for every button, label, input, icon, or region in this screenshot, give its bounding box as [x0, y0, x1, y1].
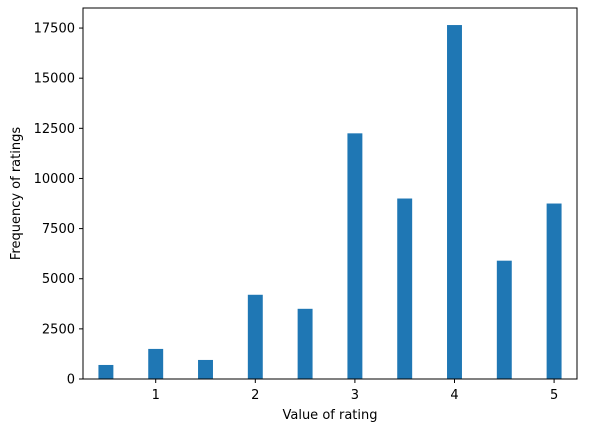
y-tick-label: 17500: [34, 22, 75, 37]
y-tick-label: 5000: [42, 272, 75, 287]
y-tick-label: 2500: [42, 322, 75, 337]
bar-4: [447, 25, 462, 379]
y-axis-label: Frequency of ratings: [9, 127, 24, 260]
y-tick-label: 15000: [34, 72, 75, 87]
x-tick-label: 2: [251, 388, 259, 403]
bars-group: [98, 25, 562, 379]
bar-3: [347, 133, 363, 379]
x-tick-label: 1: [152, 388, 160, 403]
y-axis-ticks: 0 2500 5000 7500 10000 12500 15000 17500: [34, 22, 83, 388]
x-axis-label: Value of rating: [282, 408, 377, 423]
bar-2: [247, 294, 263, 379]
y-tick-label: 12500: [34, 122, 75, 137]
bar-5: [546, 203, 562, 379]
bar-4.5: [496, 260, 512, 379]
y-tick-label: 0: [67, 373, 75, 388]
y-tick-label: 7500: [42, 222, 75, 237]
y-tick-label: 10000: [34, 172, 75, 187]
bar-2.5: [297, 308, 313, 379]
plot-frame: [82, 7, 578, 380]
bar-1.5: [198, 359, 213, 379]
x-tick-label: 4: [450, 388, 458, 403]
x-axis-ticks: 1 2 3 4 5: [152, 379, 558, 403]
x-tick-label: 5: [550, 388, 558, 403]
bar-0.5: [98, 364, 114, 379]
bar-3.5: [397, 198, 413, 379]
bar-1: [148, 348, 164, 379]
x-tick-label: 3: [351, 388, 359, 403]
